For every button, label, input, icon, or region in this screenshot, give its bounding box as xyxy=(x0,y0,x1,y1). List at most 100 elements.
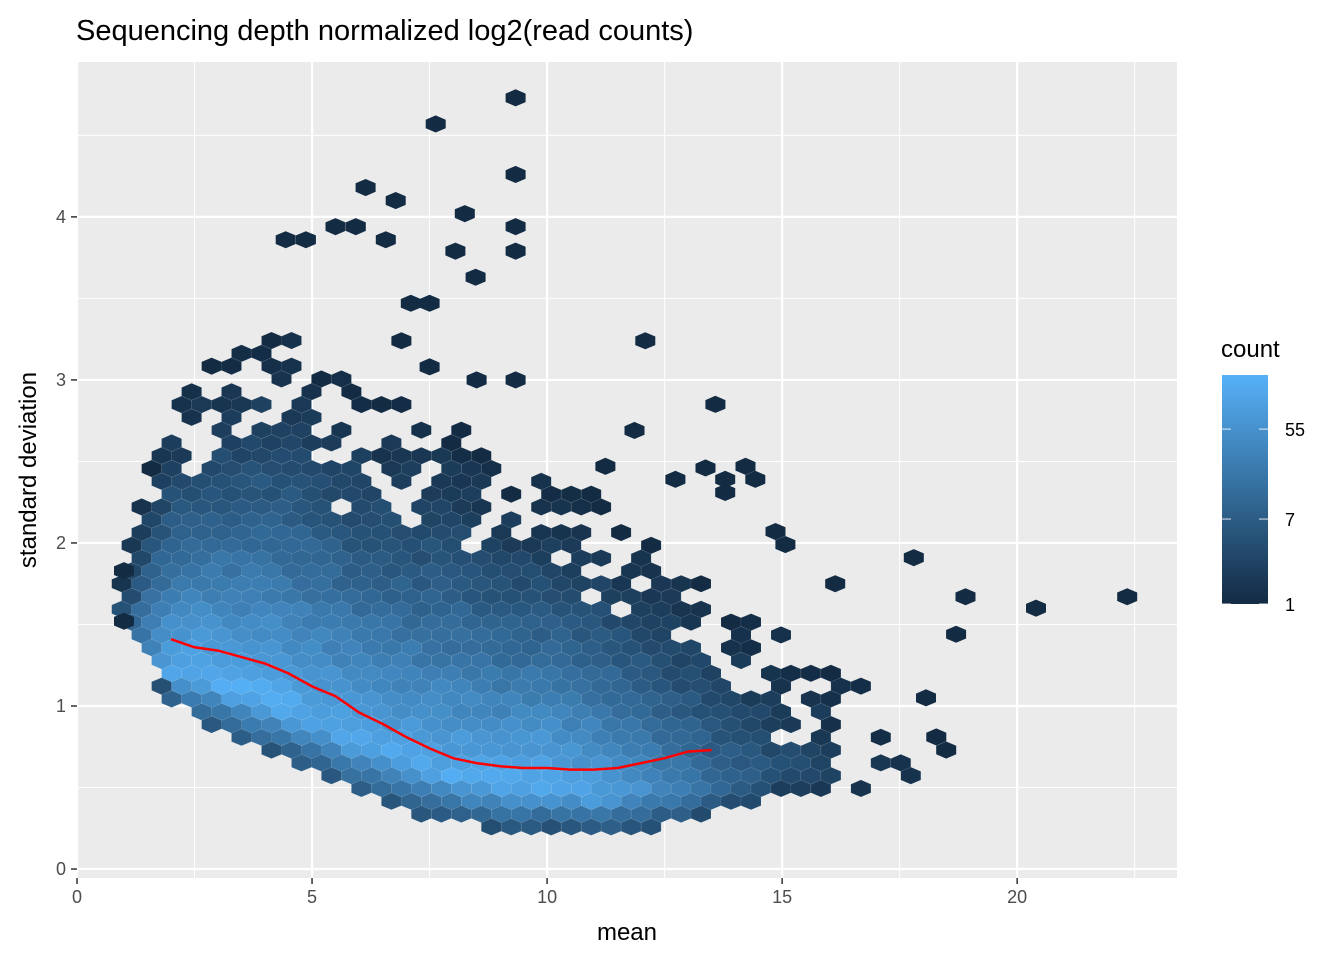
hex-bin xyxy=(375,231,396,249)
hex-bin xyxy=(425,115,446,133)
hex-bin xyxy=(295,231,316,249)
hex-bin xyxy=(181,382,202,401)
hex-bin xyxy=(695,459,716,477)
hex-bin xyxy=(391,395,412,414)
hex-bin xyxy=(850,779,872,798)
hex-bin xyxy=(665,470,686,488)
hex-bin xyxy=(850,677,872,696)
hex-bin xyxy=(114,612,134,630)
hex-bin xyxy=(445,242,466,260)
hex-bin xyxy=(325,218,346,236)
hex-bin xyxy=(355,179,376,197)
hex-bin xyxy=(765,523,786,541)
hex-bin xyxy=(946,625,967,643)
hex-bin xyxy=(590,498,612,516)
hex-bin xyxy=(715,483,736,501)
hex-bin xyxy=(735,457,756,475)
hex-bin xyxy=(640,536,662,555)
hex-bin xyxy=(820,664,842,683)
hex-bin xyxy=(275,231,296,249)
hex-bin xyxy=(740,613,762,632)
hex-bin xyxy=(331,370,352,388)
color-legend: count 1 7 55 xyxy=(1221,336,1305,615)
hex-bin xyxy=(450,421,472,440)
hex-bin xyxy=(400,294,421,312)
hex-bins xyxy=(111,89,1138,836)
hex-bin xyxy=(870,728,892,747)
hex-bin xyxy=(419,358,440,376)
hex-bin xyxy=(1026,599,1046,617)
y-tick-label: 4 xyxy=(56,207,66,227)
trend-line xyxy=(170,638,712,771)
hex-bin xyxy=(715,470,736,488)
hex-bin xyxy=(926,728,947,746)
x-tick-label: 10 xyxy=(537,887,557,907)
chart-title: Sequencing depth normalized log2(read co… xyxy=(76,15,693,47)
hex-bin xyxy=(690,600,712,619)
x-tick-label: 0 xyxy=(72,887,82,907)
legend-colorbar xyxy=(1222,375,1268,604)
hex-bin xyxy=(775,536,796,554)
hex-bin xyxy=(470,446,492,465)
hex-bin xyxy=(465,268,486,286)
hex-bin xyxy=(505,371,526,389)
hex-bin xyxy=(903,549,924,567)
hex-bin xyxy=(161,434,182,452)
hex-bin xyxy=(345,218,366,236)
hex-bin xyxy=(916,689,936,707)
hex-bin xyxy=(505,89,526,107)
hex-bin xyxy=(410,421,432,440)
hex-bin xyxy=(745,470,766,488)
hex-bin xyxy=(331,421,352,440)
y-tick-label: 3 xyxy=(56,370,66,390)
x-tick-label: 15 xyxy=(772,887,792,907)
hex-bin xyxy=(391,332,412,350)
hex-bin xyxy=(221,382,242,401)
x-tick-label: 20 xyxy=(1007,887,1027,907)
hex-bin xyxy=(454,205,475,223)
hex-bin xyxy=(595,457,616,475)
hex-bin xyxy=(825,575,846,593)
hex-bin xyxy=(505,242,526,260)
legend-break-label: 7 xyxy=(1285,510,1295,530)
x-tick-label: 5 xyxy=(307,887,317,907)
hex-bin xyxy=(580,485,602,504)
hex-bin xyxy=(381,434,402,452)
hex-bin xyxy=(936,741,957,759)
hex-bin xyxy=(635,332,656,350)
hex-bin xyxy=(251,395,272,414)
hex-bin xyxy=(505,218,526,236)
hex-bin xyxy=(890,753,912,772)
x-axis-label: mean xyxy=(597,919,657,946)
y-axis-label: standard deviation xyxy=(15,372,42,568)
hex-bin xyxy=(690,574,712,593)
hex-bin xyxy=(301,382,322,401)
hex-bin xyxy=(466,371,487,389)
y-tick-label: 1 xyxy=(56,696,66,716)
hex-bin xyxy=(500,485,522,504)
hex-bin xyxy=(610,523,632,542)
hex-bin xyxy=(281,357,302,376)
hex-bin xyxy=(590,549,612,568)
hex-bin xyxy=(530,472,552,491)
hex-bin xyxy=(281,331,302,350)
y-tick-label: 0 xyxy=(56,859,66,879)
hex-bin xyxy=(705,395,726,413)
hex-bin xyxy=(419,294,440,312)
hex-bin xyxy=(570,523,592,542)
hex-bin xyxy=(624,421,645,439)
hex-bin xyxy=(114,562,134,580)
axes: 0 5 10 15 20 0 1 2 3 4 xyxy=(56,207,1027,907)
legend-title: count xyxy=(1221,336,1280,363)
hex-bin xyxy=(500,510,522,529)
y-tick-label: 2 xyxy=(56,533,66,553)
hex-bin xyxy=(955,588,976,606)
hex-bin xyxy=(385,192,406,210)
legend-break-label: 1 xyxy=(1285,595,1295,615)
legend-break-label: 55 xyxy=(1285,420,1305,440)
hex-bin xyxy=(211,421,232,440)
hex-bin xyxy=(770,626,792,644)
hex-bin xyxy=(1117,588,1138,606)
hex-bin xyxy=(680,638,702,657)
